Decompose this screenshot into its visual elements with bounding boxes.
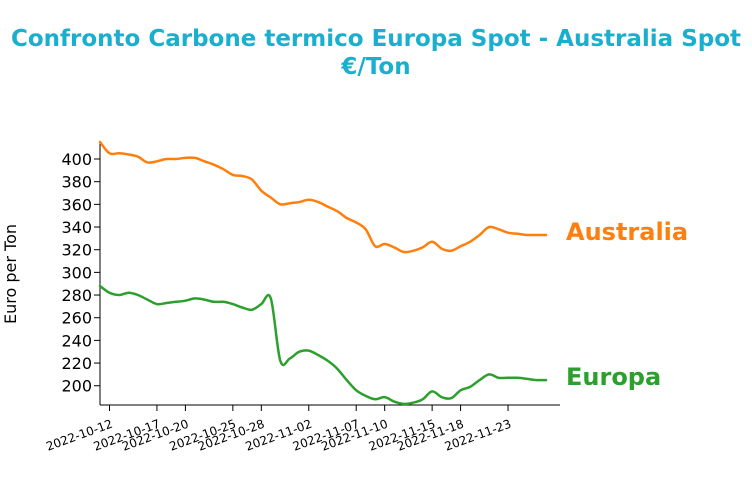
chart-title: Confronto Carbone termico Europa Spot - … — [11, 26, 741, 52]
y-tick-label: 360 — [61, 195, 92, 214]
y-tick-label: 200 — [61, 377, 92, 396]
series-label-australia: Australia — [566, 218, 688, 246]
y-tick-label: 340 — [61, 218, 92, 237]
chart-subtitle: €/Ton — [340, 54, 410, 80]
series-line-europa — [98, 284, 548, 406]
axes: 2002202402602803003203403603804002022-10… — [44, 142, 560, 454]
series-labels: Australia Europa — [566, 218, 688, 391]
y-tick-label: 280 — [61, 286, 92, 305]
y-tick-label: 380 — [61, 173, 92, 192]
series-label-europa: Europa — [566, 363, 661, 391]
series-line-australia — [98, 140, 548, 254]
y-tick-label: 260 — [61, 309, 92, 328]
y-tick-label: 240 — [61, 331, 92, 350]
y-tick-label: 220 — [61, 354, 92, 373]
y-tick-label: 400 — [61, 150, 92, 169]
series-lines — [98, 140, 548, 406]
y-tick-label: 300 — [61, 263, 92, 282]
y-axis-label: Euro per Ton — [1, 224, 20, 324]
y-tick-label: 320 — [61, 241, 92, 260]
